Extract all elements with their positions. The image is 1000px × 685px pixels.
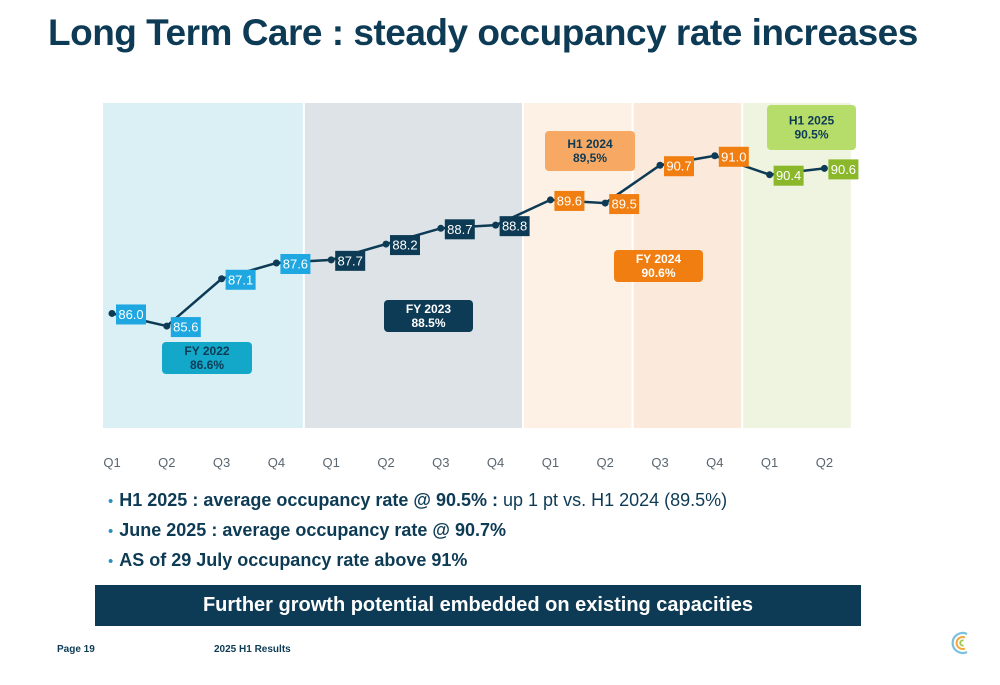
footer-page-number: Page 19 <box>57 644 95 655</box>
value-label-box-7 <box>444 219 475 240</box>
value-label-box-14 <box>828 159 859 180</box>
x-tick-label-1: Q1 <box>103 455 120 470</box>
data-point-6 <box>382 240 390 248</box>
growth-banner: Further growth potential embedded on exi… <box>95 585 861 626</box>
period-band-5 <box>743 103 851 428</box>
bullet-item-3: • AS of 29 July occupancy rate above 91% <box>108 546 727 576</box>
value-label-12: 91.0 <box>721 149 746 164</box>
value-label-5: 87.7 <box>338 253 363 268</box>
x-tick-label-13: Q1 <box>761 455 778 470</box>
data-point-14 <box>820 164 828 172</box>
bullet-2-bold: June 2025 : average occupancy rate @ 90.… <box>119 520 507 540</box>
x-tick-label-9: Q1 <box>542 455 559 470</box>
value-label-box-10 <box>609 194 640 215</box>
value-label-box-12 <box>718 146 749 167</box>
page-title: Long Term Care : steady occupancy rate i… <box>48 12 918 53</box>
data-point-1 <box>108 309 116 317</box>
value-label-13: 90.4 <box>776 168 801 183</box>
value-label-box-11 <box>664 156 694 177</box>
x-tick-label-7: Q3 <box>432 455 449 470</box>
data-point-10 <box>601 199 609 207</box>
value-label-box-1 <box>116 304 146 325</box>
value-label-box-2 <box>170 317 201 338</box>
bullet-item-2: • June 2025 : average occupancy rate @ 90… <box>108 516 727 546</box>
value-label-6: 88.2 <box>392 238 417 253</box>
bullet-dot-icon: • <box>108 553 114 570</box>
period-annotation-value-5: 90.5% <box>794 128 828 142</box>
x-tick-label-2: Q2 <box>158 455 175 470</box>
x-tick-label-11: Q3 <box>651 455 668 470</box>
data-point-12 <box>711 152 719 160</box>
period-annotation-title-5: H1 2025 <box>789 114 835 128</box>
data-point-5 <box>327 256 335 264</box>
period-annotation-title-2: FY 2023 <box>406 302 451 316</box>
x-tick-label-4: Q4 <box>268 455 285 470</box>
period-annotation-box-5 <box>767 105 856 150</box>
value-label-3: 87.1 <box>228 272 253 287</box>
period-annotation-value-1: 86.6% <box>190 358 224 372</box>
period-annotation-title-3: H1 2024 <box>567 137 613 151</box>
data-point-11 <box>656 161 664 169</box>
value-label-box-6 <box>390 235 420 256</box>
data-point-9 <box>546 196 554 204</box>
x-tick-label-8: Q4 <box>487 455 504 470</box>
data-point-7 <box>437 224 445 232</box>
period-annotation-title-1: FY 2022 <box>184 344 229 358</box>
period-annotation-value-3: 89,5% <box>573 151 607 165</box>
value-label-11: 90.7 <box>666 159 691 174</box>
x-tick-label-3: Q3 <box>213 455 230 470</box>
value-label-box-9 <box>554 190 585 211</box>
value-label-2: 85.6 <box>173 320 198 335</box>
bullet-3-bold: AS of 29 July occupancy rate above 91% <box>119 550 468 570</box>
value-label-10: 89.5 <box>612 197 637 212</box>
value-label-box-13 <box>773 165 804 186</box>
value-label-1: 86.0 <box>118 307 143 322</box>
value-label-14: 90.6 <box>831 162 856 177</box>
value-label-box-3 <box>225 269 256 290</box>
x-tick-label-5: Q1 <box>323 455 340 470</box>
data-point-4 <box>272 259 280 267</box>
bullet-dot-icon: • <box>108 523 114 540</box>
value-label-box-5 <box>335 250 366 271</box>
data-point-2 <box>163 322 171 330</box>
period-band-1 <box>103 103 303 428</box>
c-logo-icon <box>951 631 968 655</box>
period-annotation-value-4: 90.6% <box>641 266 675 280</box>
value-label-8: 88.8 <box>502 219 527 234</box>
data-point-13 <box>766 171 774 179</box>
bullet-dot-icon: • <box>108 493 114 510</box>
data-point-3 <box>218 275 226 283</box>
value-label-box-4 <box>280 254 311 274</box>
x-tick-label-14: Q2 <box>816 455 833 470</box>
period-annotation-value-2: 88.5% <box>411 316 445 330</box>
period-annotation-title-4: FY 2024 <box>636 252 681 266</box>
value-label-box-8 <box>499 216 530 237</box>
x-tick-label-10: Q2 <box>597 455 614 470</box>
x-tick-label-6: Q2 <box>377 455 394 470</box>
period-annotation-box-2 <box>384 300 473 332</box>
footer-report-title: 2025 H1 Results <box>214 644 291 655</box>
bullet-1-bold: H1 2025 : average occupancy rate @ 90.5%… <box>119 490 499 510</box>
period-annotation-box-4 <box>614 250 703 282</box>
data-point-8 <box>492 221 500 229</box>
bullet-1-normal: up 1 pt vs. H1 2024 (89.5%) <box>498 490 728 510</box>
value-label-9: 89.6 <box>557 193 582 208</box>
value-label-4: 87.6 <box>283 257 308 272</box>
x-tick-label-12: Q4 <box>706 455 723 470</box>
value-label-7: 88.7 <box>447 222 472 237</box>
occupancy-chart: 86.0 85.6 87.1 87.6 87.7 88.2 88.7 88.8 89.6 89.5… <box>103 103 859 470</box>
bullet-list: • H1 2025 : average occupancy rate @ 90.5… <box>108 486 727 576</box>
period-annotation-box-3 <box>545 131 635 171</box>
period-annotation-box-1 <box>162 342 252 374</box>
bullet-item-1: • H1 2025 : average occupancy rate @ 90.5… <box>108 486 727 516</box>
